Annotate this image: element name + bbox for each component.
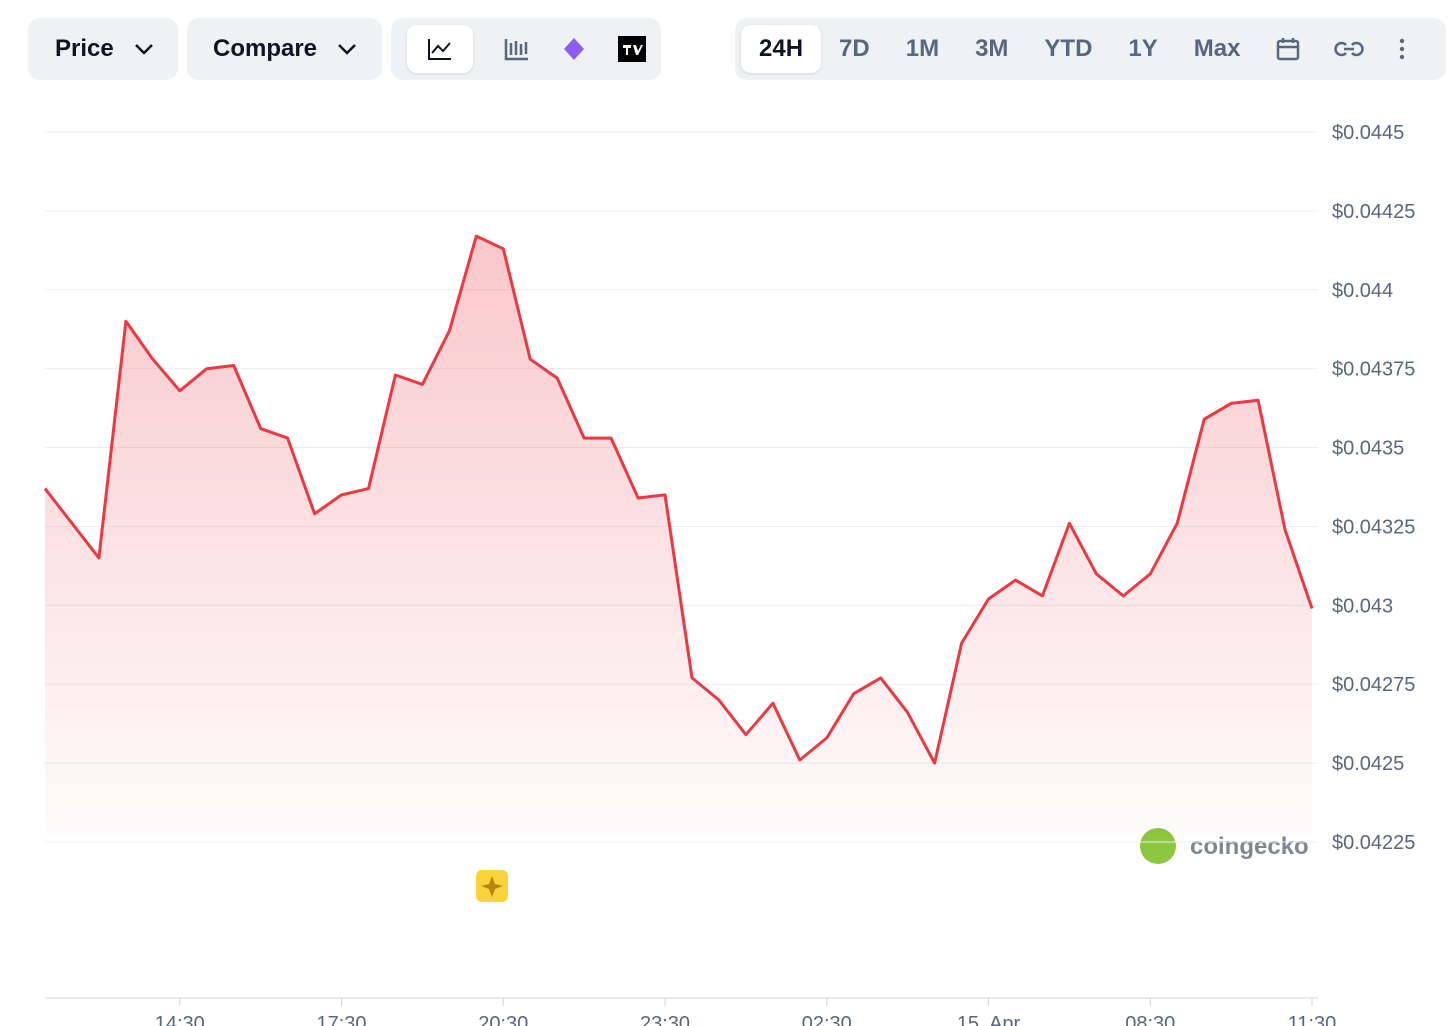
range-button[interactable]: 7D	[839, 35, 870, 62]
compare-dropdown[interactable]: Compare	[187, 18, 382, 80]
price-label[interactable]: Price	[55, 35, 114, 62]
range-button[interactable]: 3M	[975, 35, 1009, 62]
watermark: coingecko	[1190, 833, 1309, 860]
compare-label[interactable]: Compare	[213, 35, 318, 62]
event-marker	[476, 870, 508, 902]
y-tick-label: $0.0445	[1332, 122, 1404, 144]
y-tick-label: $0.04225	[1332, 832, 1415, 854]
line-chart-button[interactable]	[406, 25, 473, 73]
price-line	[43, 234, 1314, 765]
event-star	[481, 876, 503, 897]
y-tick-label: $0.043	[1332, 595, 1393, 617]
range-group: 24H 7D 1M 3M YTD 1Y Max	[735, 18, 1446, 80]
chart-type-group	[391, 18, 661, 80]
chevron	[134, 44, 153, 55]
tool-icons	[1276, 37, 1406, 61]
link-icon[interactable]	[1334, 37, 1365, 61]
line-icon	[427, 39, 451, 60]
x-tick-label: 14:30	[155, 1013, 205, 1026]
y-tick-label: $0.04425	[1332, 201, 1415, 223]
y-tick-label: $0.04325	[1332, 516, 1415, 538]
price-dropdown[interactable]: Price	[28, 18, 178, 80]
chevron	[338, 44, 356, 55]
y-tick-label: $0.0425	[1332, 753, 1404, 775]
y-tick-label: $0.04375	[1332, 359, 1415, 381]
range-button[interactable]: 1M	[905, 35, 940, 62]
area	[45, 236, 1312, 836]
x-tick-label: 08:30	[1125, 1013, 1175, 1026]
more-icon[interactable]	[1398, 37, 1406, 61]
logo	[1140, 828, 1176, 864]
tradingview-icon[interactable]	[617, 36, 646, 62]
candle-icon[interactable]	[504, 37, 530, 61]
range-button[interactable]: YTD	[1044, 35, 1093, 62]
x-tick-label: 17:30	[317, 1013, 367, 1026]
y-tick-label: $0.04275	[1332, 674, 1415, 696]
ai-icon[interactable]	[561, 36, 587, 62]
y-tick-label: $0.044	[1332, 280, 1393, 302]
x-tick-label: 23:30	[640, 1013, 690, 1026]
x-tick-label: 20:30	[478, 1013, 528, 1026]
calendar-icon[interactable]	[1276, 37, 1300, 61]
x-tick-label: 11:30	[1288, 1013, 1337, 1026]
x-tick-label: 02:30	[802, 1013, 852, 1026]
x-tick-label: 15. Apr	[957, 1013, 1021, 1026]
range-button[interactable]: 1Y	[1128, 35, 1158, 62]
range-button[interactable]: Max	[1193, 35, 1241, 62]
range-button[interactable]: 24H	[741, 25, 822, 73]
y-tick-label: $0.0435	[1332, 438, 1404, 460]
